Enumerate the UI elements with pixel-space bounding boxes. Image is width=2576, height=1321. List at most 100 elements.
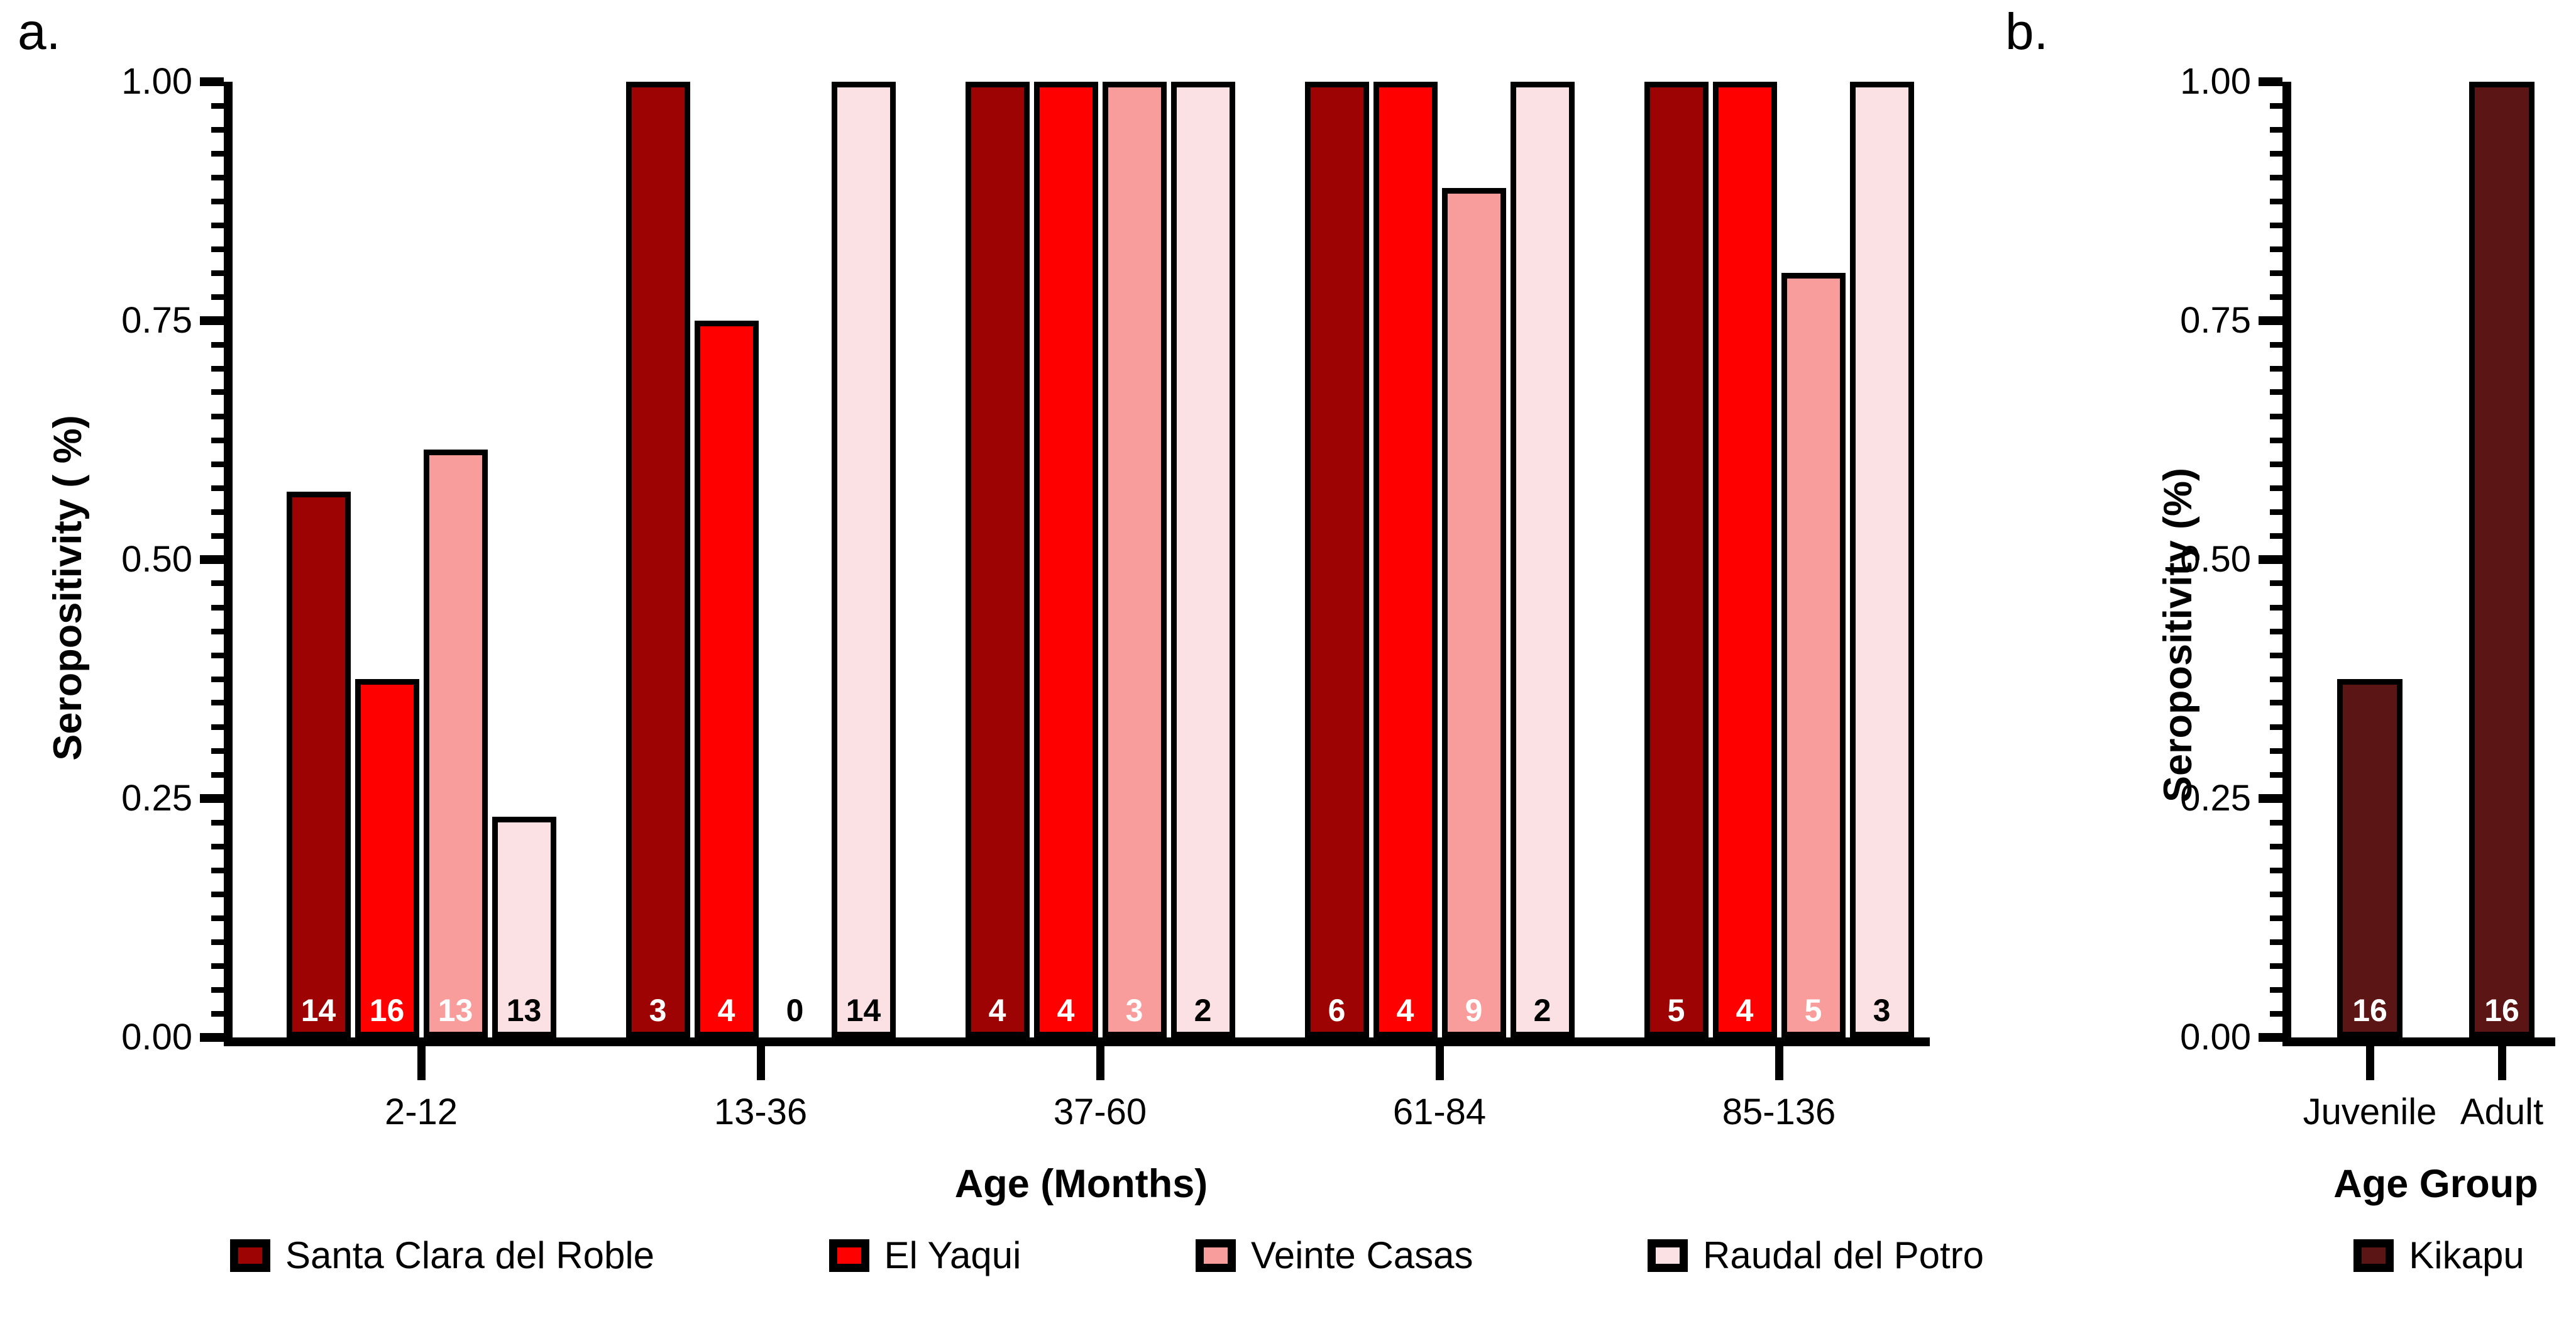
bar [492, 816, 556, 1037]
bar [694, 321, 759, 1037]
y-axis-minor-tick [2270, 102, 2282, 109]
bar-count-label: 14 [845, 993, 881, 1028]
y-axis-minor-tick [2270, 365, 2282, 372]
y-axis-minor-tick [211, 891, 224, 897]
y-axis-minor-tick [2270, 771, 2282, 778]
bar-count-label: 4 [988, 993, 1006, 1028]
y-axis-minor-tick [211, 413, 224, 419]
bar [1644, 82, 1709, 1037]
y-axis-minor-tick [2270, 150, 2282, 157]
category-slot: 4 4 3 2 [930, 82, 1270, 1037]
bar-slot: 16 [2337, 82, 2403, 1037]
bar-count-label: 13 [438, 993, 473, 1028]
bar [1781, 273, 1846, 1037]
bar [1373, 82, 1438, 1037]
bar-count-label: 14 [300, 993, 336, 1028]
y-axis-minor-tick [211, 509, 224, 515]
legend-series-label: El Yaqui [884, 1234, 1021, 1276]
bar-slot: 4 [965, 82, 1030, 1037]
y-axis-minor-tick [211, 270, 224, 276]
bar [1441, 187, 1506, 1037]
bar [1510, 82, 1575, 1037]
y-axis-minor-tick [2270, 126, 2282, 133]
y-axis-minor-tick [211, 963, 224, 969]
y-axis-minor-tick [211, 700, 224, 706]
bar-count-label: 4 [1736, 993, 1754, 1028]
legend-item: Kikapu [2353, 1234, 2524, 1278]
bar-slot: 5 [1644, 82, 1709, 1037]
panel-b-bars: 16 Juvenile 16 Adult [2303, 82, 2568, 1132]
legend-swatch [2353, 1239, 2394, 1272]
panel-a-y-axis-line [224, 82, 233, 1046]
bar [1712, 82, 1777, 1037]
y-axis-minor-tick [211, 246, 224, 252]
bar-slot: 3 [625, 82, 690, 1037]
y-axis-minor-tick [2270, 867, 2282, 873]
y-axis-minor-tick [211, 724, 224, 730]
y-axis-tick-label: 0.25 [121, 778, 192, 819]
bar [625, 82, 690, 1037]
y-axis-minor-tick [2270, 1010, 2282, 1017]
y-axis-minor-tick [211, 174, 224, 180]
bar [286, 492, 351, 1037]
x-axis-category-label: 37-60 [1053, 1092, 1147, 1132]
y-axis-tick-label: 0.00 [121, 1017, 192, 1058]
y-axis-minor-tick [2270, 485, 2282, 491]
y-axis-minor-tick [211, 867, 224, 873]
panel-b-plot-area: 16 Juvenile 16 Adult 0.00 0.25 0.50 0.75 1.00 [2180, 61, 2555, 1132]
x-axis-category-label: 13-36 [713, 1092, 808, 1132]
x-axis-tick [2498, 1046, 2506, 1080]
y-axis-minor-tick [2270, 628, 2282, 634]
bar-count-label: 4 [1057, 993, 1075, 1028]
bar-count-label: 2 [1533, 993, 1551, 1028]
y-axis-minor-tick [211, 437, 224, 443]
x-axis-category-label: 2-12 [384, 1092, 458, 1132]
y-axis-minor-tick [2270, 700, 2282, 706]
bar-slot: 16 [355, 82, 419, 1037]
bar-slot: 4 [1033, 82, 1098, 1037]
y-axis-tick-label: 0.50 [2180, 539, 2251, 580]
bar-slot: 4 [694, 82, 759, 1037]
bar [1849, 82, 1914, 1037]
y-axis-minor-tick [211, 604, 224, 611]
y-axis-minor-tick [211, 1010, 224, 1017]
bar-count-label: 9 [1465, 993, 1483, 1028]
bar-slot: 14 [831, 82, 896, 1037]
y-axis-minor-tick [2270, 174, 2282, 180]
y-axis-minor-tick [211, 987, 224, 993]
y-axis-major-tick [200, 794, 224, 803]
bar-slot: 4 [1712, 82, 1777, 1037]
y-axis-minor-tick [2270, 891, 2282, 897]
y-axis-minor-tick [211, 676, 224, 682]
bar-slot: 4 [1373, 82, 1438, 1037]
y-axis-minor-tick [211, 341, 224, 348]
legend-item: Veinte Casas [1195, 1234, 1473, 1278]
bar-slot: 2 [1510, 82, 1575, 1037]
bar [965, 82, 1030, 1037]
category-slot: 3 4 0 14 [591, 82, 930, 1037]
y-axis-tick-label: 1.00 [2180, 61, 2251, 102]
y-axis-minor-tick [211, 150, 224, 157]
x-axis-category-label: 85-136 [1722, 1092, 1836, 1132]
panel-b-legend: Kikapu [2301, 1234, 2576, 1278]
panel-a-label: a. [18, 3, 61, 60]
panel-a-legend: Santa Clara del Roble El Yaqui Veinte Casa… [230, 1234, 1984, 1278]
panel-a-plot-area: 14 16 13 13 2-12 3 4 0 14 13-36 4 4 3 2 37-60 6 4 9 2 61-84… [121, 61, 1930, 1132]
y-axis-minor-tick [2270, 509, 2282, 515]
legend-series-label: Kikapu [2409, 1234, 2524, 1276]
bar-count-label: 4 [1396, 993, 1414, 1028]
panel-b-label: b. [2005, 3, 2049, 60]
bar-slot: 0 [763, 82, 827, 1037]
x-axis-tick [1096, 1046, 1104, 1080]
y-axis-minor-tick [2270, 461, 2282, 467]
bar-count-label: 0 [786, 993, 804, 1028]
y-axis-minor-tick [2270, 939, 2282, 945]
y-axis-major-tick [2259, 794, 2282, 803]
y-axis-tick-label: 0.25 [2180, 778, 2251, 819]
y-axis-minor-tick [2270, 748, 2282, 754]
bar-slot: 3 [1102, 82, 1167, 1037]
y-axis-minor-tick [2270, 843, 2282, 849]
y-axis-tick-label: 0.75 [121, 300, 192, 341]
y-axis-minor-tick [2270, 413, 2282, 419]
category-slot: 16 [2304, 82, 2436, 1037]
